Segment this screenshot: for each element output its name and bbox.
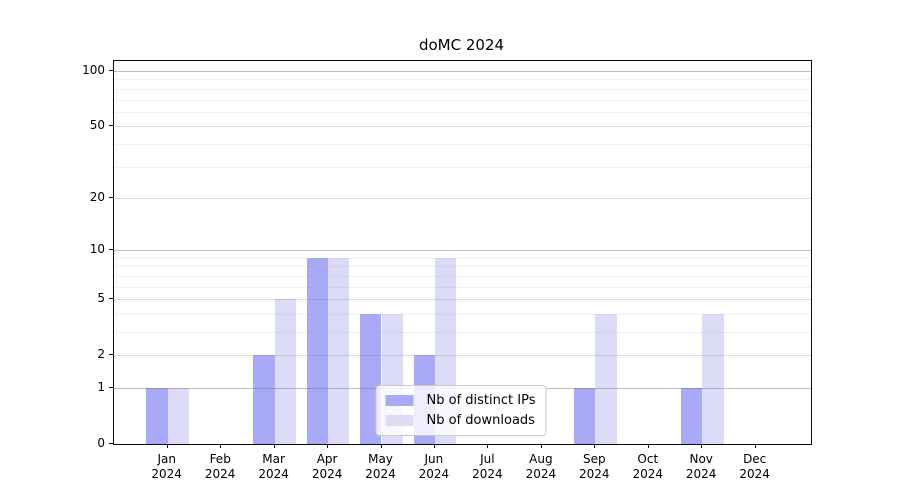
chart-title: doMC 2024 [418, 36, 505, 54]
x-tick-label-nov: Nov 2024 [685, 452, 717, 481]
y-tick-label-0: 0 [97, 436, 105, 450]
y-tick-label-5: 5 [97, 291, 105, 306]
bar-sep-downloads [595, 313, 617, 444]
x-tick-label-apr: Apr 2024 [311, 452, 343, 481]
x-tick-label-mar: Mar 2024 [258, 452, 289, 481]
legend-row-distinct-ips: Nb of distinct IPs [385, 393, 536, 408]
gridline-10 [114, 250, 811, 252]
gridline-7 [114, 275, 811, 277]
x-tick-mark [754, 444, 756, 448]
bar-jan-distinct-ips [146, 388, 168, 444]
y-tick-mark [109, 387, 113, 388]
gridline-9 [114, 257, 811, 259]
y-tick-label-50: 50 [89, 118, 105, 133]
y-tick-mark [109, 70, 113, 71]
x-tick-mark [701, 444, 703, 448]
gridline-4 [114, 313, 811, 315]
bar-mar-downloads [274, 299, 296, 444]
y-tick-mark [109, 196, 113, 198]
x-tick-mark [433, 444, 435, 448]
bar-jan-downloads [167, 388, 190, 444]
bar-apr-downloads [328, 257, 350, 444]
y-tick-label-10: 10 [89, 242, 105, 257]
x-tick-label-dec: Dec 2024 [739, 452, 770, 481]
legend-swatch-distinct-ips [385, 395, 414, 406]
gridline-60 [114, 111, 811, 113]
x-tick-label-jul: Jul 2024 [472, 452, 503, 481]
gridline-70 [114, 99, 811, 101]
gridline-100 [114, 71, 811, 72]
gridline-30 [114, 166, 811, 168]
x-tick-mark [380, 444, 382, 448]
x-tick-mark [273, 444, 275, 448]
gridline-40 [114, 143, 811, 145]
bar-nov-downloads [702, 313, 724, 444]
bar-sep-distinct-ips [573, 388, 596, 444]
y-tick-mark [109, 125, 113, 127]
gridline-50 [114, 126, 811, 128]
y-tick-mark [109, 354, 113, 356]
gridline-20 [114, 197, 811, 199]
gridline-6 [114, 286, 811, 288]
gridline-2 [114, 355, 811, 357]
x-tick-label-jan: Jan 2024 [151, 452, 182, 481]
legend: Nb of distinct IPs Nb of downloads [375, 385, 547, 436]
y-tick-label-100: 100 [82, 63, 105, 77]
gridline-90 [114, 79, 811, 81]
x-tick-mark [327, 444, 329, 448]
legend-swatch-downloads [385, 415, 414, 426]
x-tick-mark [487, 444, 489, 448]
x-tick-label-sep: Sep 2024 [579, 452, 610, 481]
x-tick-mark [594, 444, 596, 448]
x-tick-label-jun: Jun 2024 [418, 452, 450, 481]
gridline-8 [114, 266, 811, 268]
bar-apr-distinct-ips [306, 257, 329, 444]
y-tick-label-20: 20 [89, 189, 105, 204]
x-tick-mark [540, 444, 542, 448]
bar-mar-distinct-ips [253, 355, 275, 444]
y-tick-label-1: 1 [97, 380, 105, 394]
x-tick-mark [647, 444, 649, 448]
x-tick-label-may: May 2024 [365, 452, 396, 481]
legend-row-downloads: Nb of downloads [385, 413, 536, 428]
legend-label-downloads: Nb of downloads [426, 413, 535, 428]
gridline-80 [114, 88, 811, 90]
legend-label-distinct-ips: Nb of distinct IPs [426, 393, 536, 408]
x-tick-mark [220, 444, 222, 448]
y-tick-mark [109, 443, 113, 444]
x-tick-label-feb: Feb 2024 [204, 452, 236, 481]
y-tick-mark [109, 249, 113, 251]
bar-nov-distinct-ips [680, 388, 703, 444]
y-tick-mark [109, 298, 113, 300]
gridline-3 [114, 332, 811, 333]
x-tick-label-oct: Oct 2024 [632, 452, 664, 481]
gridline-5 [114, 299, 811, 301]
x-tick-mark [166, 444, 168, 448]
y-tick-label-2: 2 [97, 347, 105, 362]
x-tick-label-aug: Aug 2024 [525, 452, 557, 481]
